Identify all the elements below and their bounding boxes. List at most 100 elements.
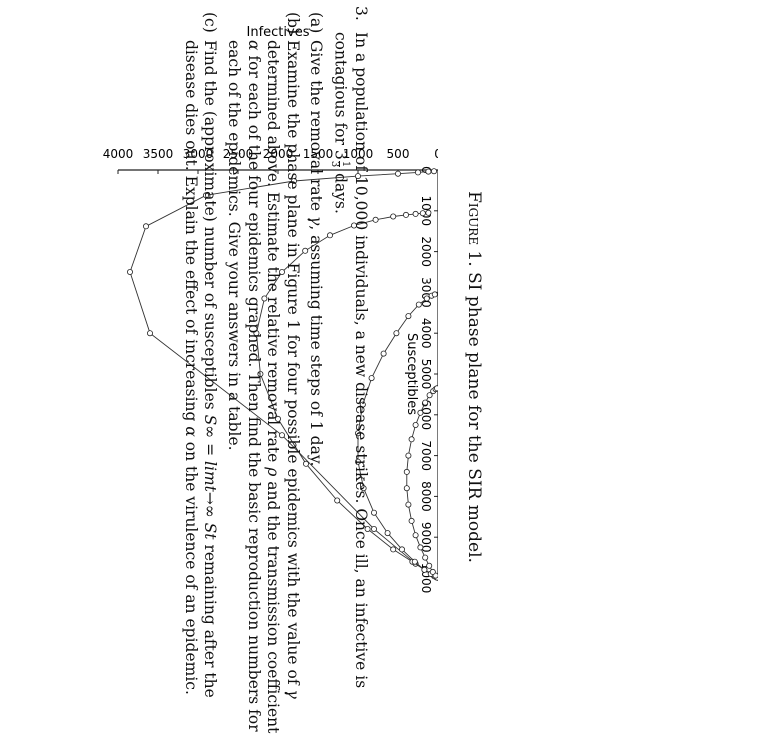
- data-point: [360, 485, 367, 492]
- data-point: [143, 223, 150, 230]
- data-point: [405, 452, 412, 459]
- data-point: [425, 209, 432, 216]
- plot-area: 0 1000 2000 3000 4000 5000 6000 7000 8000 9000 100…: [103, 25, 438, 593]
- x-tick-label: 6000: [419, 400, 433, 431]
- data-point: [426, 562, 433, 569]
- data-point: [422, 554, 429, 561]
- caption-label: Figure 1.: [464, 191, 484, 267]
- symbol-gamma: γ: [307, 215, 326, 226]
- data-point: [127, 268, 134, 275]
- part-text: for each of the four epidemics graphed. …: [225, 40, 263, 732]
- data-point: [412, 532, 419, 539]
- data-point: [415, 169, 422, 176]
- data-point: [390, 213, 397, 220]
- data-point: [434, 385, 438, 392]
- data-point: [261, 295, 268, 302]
- data-point: [403, 211, 410, 218]
- data-point: [279, 432, 286, 439]
- data-point: [417, 409, 424, 416]
- data-point: [370, 526, 377, 533]
- epidemic-series-4: [403, 385, 438, 581]
- data-point: [412, 421, 419, 428]
- x-tick-label: 7000: [419, 440, 433, 471]
- x-tick-label: 1000: [419, 196, 433, 227]
- data-point: [423, 295, 430, 302]
- x-ticks: 0100020003000400050006000700080009000100…: [419, 166, 438, 593]
- data-point: [425, 168, 432, 175]
- data-point: [370, 509, 377, 516]
- symbol-alpha: α: [244, 40, 263, 51]
- part-a: (a) Give the removal rate γ, assuming ti…: [306, 6, 326, 741]
- problem-number: 3.: [352, 6, 370, 21]
- data-point: [393, 330, 400, 337]
- x-tick-label: 9000: [419, 522, 433, 553]
- y-tick-label: 3500: [143, 147, 174, 161]
- x-tick-label: 3000: [419, 277, 433, 308]
- data-point: [147, 330, 154, 337]
- data-point: [421, 566, 428, 573]
- data-point: [253, 330, 260, 337]
- part-label: (a): [307, 12, 326, 34]
- data-point: [411, 558, 418, 565]
- data-point: [394, 170, 401, 177]
- data-point: [431, 291, 438, 298]
- data-point: [368, 375, 375, 382]
- data-point: [303, 460, 310, 467]
- data-point: [326, 232, 333, 239]
- data-point: [384, 530, 391, 537]
- data-point: [405, 313, 412, 320]
- y-tick-label: 500: [387, 147, 410, 161]
- part-c: (c) Find the (approximate) number of sus…: [180, 6, 220, 741]
- symbol-gamma: γ: [283, 689, 302, 699]
- data-point: [390, 546, 397, 553]
- intro-text-a: In a population of 10,000 individuals, a…: [331, 32, 370, 689]
- y-tick-label: 0: [434, 147, 438, 161]
- data-point: [408, 436, 415, 443]
- problem-3: 3. In a population of 10,000 individuals…: [180, 6, 370, 741]
- data-point: [354, 458, 361, 465]
- phase-plane-chart: 0 1000 2000 3000 4000 5000 6000 7000 8000 9000 100…: [103, 25, 438, 593]
- data-point: [403, 485, 410, 492]
- part-text: Examine the phase plane in Figure 1 for …: [283, 40, 302, 690]
- data-point: [405, 501, 412, 508]
- part-text: , assuming time steps of 1 day.: [307, 225, 326, 467]
- series-layer: [127, 168, 438, 581]
- y-tick-label: 1500: [303, 147, 334, 161]
- data-point: [403, 468, 410, 475]
- y-tick-label: 2500: [223, 147, 254, 161]
- x-tick-label: 8000: [419, 481, 433, 512]
- y-tick-label: 3000: [183, 147, 214, 161]
- data-point: [426, 392, 433, 399]
- symbol-rho: ρ: [264, 467, 283, 477]
- part-text: on the virulence of an epidemic.: [181, 436, 200, 695]
- data-point: [380, 350, 387, 357]
- data-point: [354, 173, 361, 180]
- part-label: (c): [201, 12, 220, 33]
- data-point: [431, 168, 437, 175]
- figure-caption: Figure 1. SI phase plane for the SIR mod…: [464, 0, 484, 754]
- x-tick-label: 2000: [419, 236, 433, 267]
- y-tick-label: 2000: [263, 147, 294, 161]
- part-text: Find the (approximate) number of suscept…: [201, 40, 220, 415]
- part-text: determined above. Estimate the relative …: [264, 40, 283, 468]
- data-point: [203, 192, 210, 199]
- data-point: [279, 268, 286, 275]
- data-point: [334, 497, 341, 504]
- part-text: Give the removal rate: [307, 40, 326, 216]
- intro-text-b: days.: [331, 168, 350, 214]
- y-tick-label: 4000: [103, 147, 134, 161]
- x-tick-label: 5000: [419, 359, 433, 390]
- data-point: [398, 546, 405, 553]
- data-point: [275, 415, 282, 422]
- data-point: [364, 526, 371, 533]
- part-label: (b): [283, 12, 302, 35]
- y-ticks: 0 500 1000 1500 2000 2500 3000 3500 4000: [103, 147, 438, 174]
- data-point: [419, 210, 426, 217]
- symbol-alpha: α: [181, 426, 200, 437]
- data-point: [408, 517, 415, 524]
- data-point: [412, 210, 419, 217]
- data-point: [422, 399, 429, 406]
